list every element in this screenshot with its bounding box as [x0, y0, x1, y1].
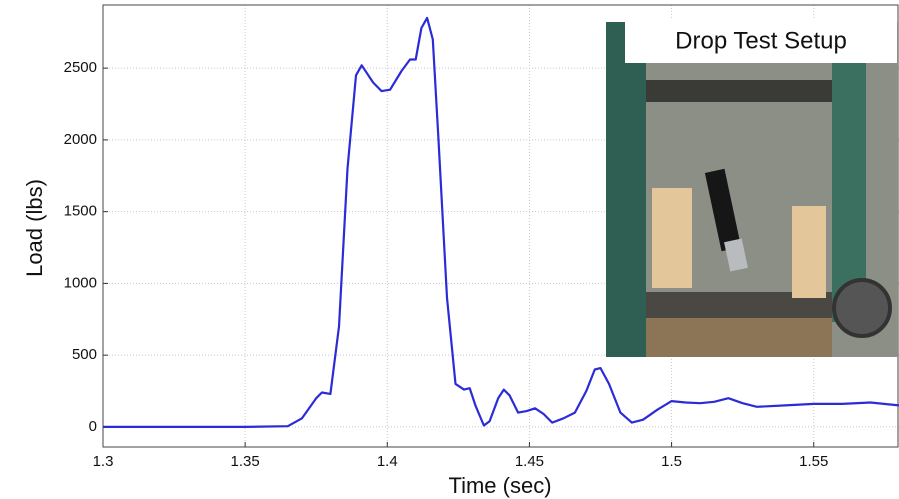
- x-tick-label: 1.35: [231, 453, 260, 470]
- wheel: [832, 278, 892, 338]
- y-tick-label: 1500: [64, 203, 97, 220]
- x-tick-label: 1.45: [515, 453, 544, 470]
- x-axis-title: Time (sec): [448, 473, 551, 498]
- x-tick-label: 1.3: [93, 453, 114, 470]
- y-tick-label: 0: [89, 418, 97, 435]
- frame-left: [606, 22, 646, 357]
- floor: [646, 318, 832, 357]
- label-box: [625, 20, 897, 63]
- x-tick-label: 1.55: [799, 453, 828, 470]
- shock-body: [724, 238, 748, 272]
- x-tick-label: 1.5: [661, 453, 682, 470]
- y-tick-label: 1000: [64, 274, 97, 291]
- wood-left: [652, 188, 692, 288]
- inset-title: Drop Test Setup: [675, 27, 847, 54]
- y-tick-label: 500: [72, 346, 97, 363]
- inset-photo: Drop Test Setup: [606, 20, 898, 357]
- data-line: [103, 16, 899, 428]
- y-tick-label: 2000: [64, 131, 97, 148]
- y-tick-label: 2500: [64, 59, 97, 76]
- frame-right: [832, 22, 866, 322]
- wood-right: [792, 206, 826, 298]
- x-tick-label: 1.4: [377, 453, 398, 470]
- frame-top: [646, 80, 832, 102]
- shock: [704, 168, 742, 252]
- y-axis-title: Load (lbs): [22, 179, 47, 277]
